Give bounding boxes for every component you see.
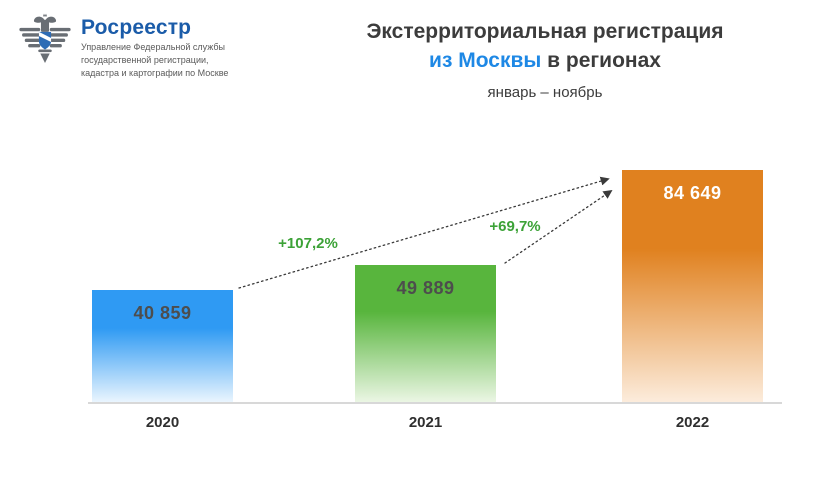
- department-line-3: кадастра и картографии по Москве: [81, 68, 229, 79]
- bar-value-2022: 84 649: [663, 183, 722, 203]
- page-title-line2: из Москвы в регионах: [305, 49, 785, 73]
- title-block: Экстерриториальная регистрация из Москвы…: [305, 20, 785, 101]
- x-tick-2021: 2021: [408, 414, 443, 431]
- x-tick-2020: 2020: [145, 414, 180, 431]
- x-axis-line: [88, 402, 782, 404]
- growth-label-2021-2022: +69,7%: [489, 218, 541, 235]
- bar-2021: 49 889: [355, 265, 496, 402]
- bar-2020: 40 859: [92, 290, 233, 402]
- bar-value-2020: 40 859: [133, 303, 192, 323]
- department-line-1: Управление Федеральной службы: [81, 42, 225, 52]
- bar-2022: 84 649: [622, 170, 763, 402]
- x-tick-2022: 2022: [675, 414, 710, 431]
- rosreestr-eagle-emblem-icon: [19, 13, 71, 63]
- growth-label-2020-2022: +107,2%: [278, 235, 338, 252]
- page-title: Экстерриториальная регистрация: [366, 20, 724, 43]
- brand-name: Росреестр: [81, 16, 192, 39]
- rosreestr-logo: Росреестр Управление Федеральной службы …: [18, 10, 228, 79]
- title-accent: из Москвы: [429, 49, 542, 72]
- title-rest: в регионах: [547, 49, 661, 72]
- bar-value-2021: 49 889: [396, 278, 455, 298]
- department-line-2: государственной регистрации,: [81, 55, 209, 66]
- period-subtitle: январь – ноябрь: [487, 84, 603, 101]
- logo-text: Росреестр Управление Федеральной службы …: [81, 10, 228, 79]
